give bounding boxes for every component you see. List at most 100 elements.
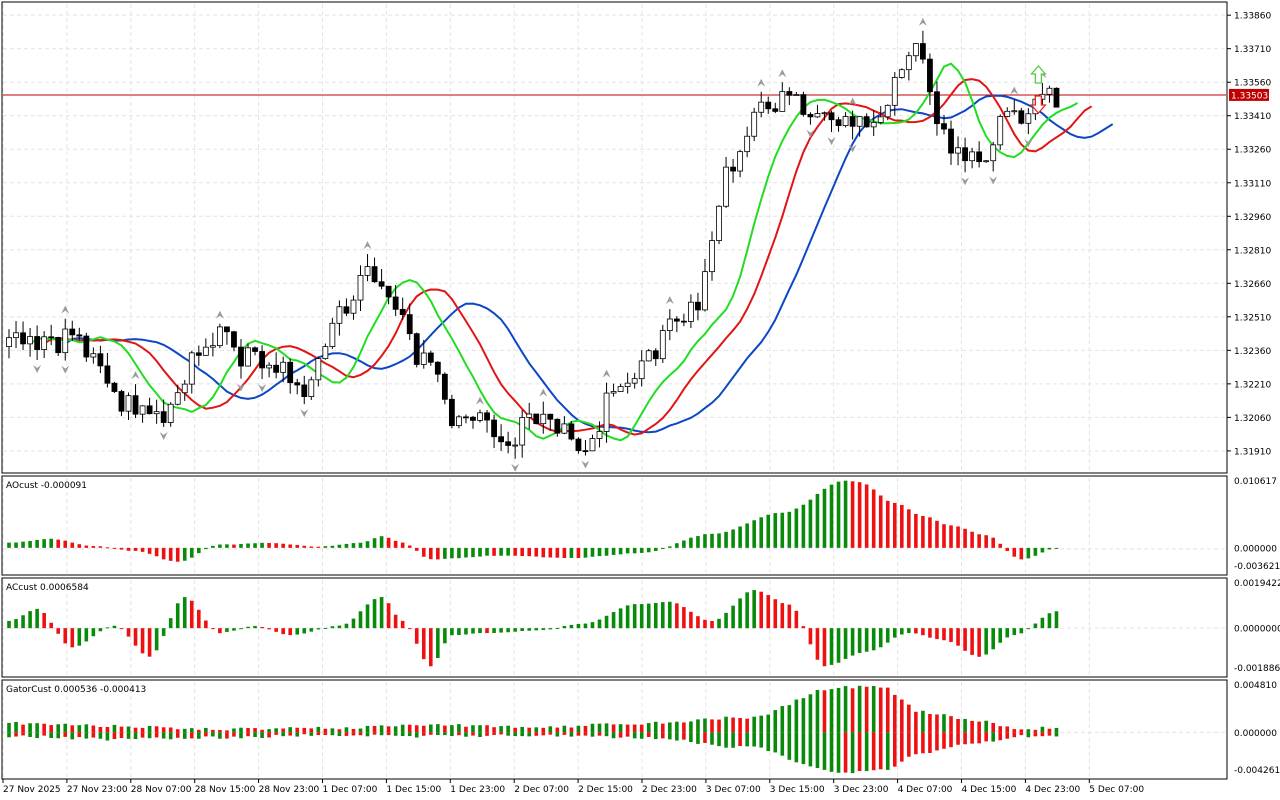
candle-body (90, 353, 97, 358)
fractal-down-icon (511, 463, 520, 472)
gator-upper-bar (344, 727, 349, 733)
ac-bar (597, 619, 602, 629)
gator-lower-bar (443, 732, 447, 736)
time-tick-label: 27 Nov 2025 (3, 785, 61, 795)
gator-lower-bar (232, 732, 236, 737)
ao-bar (675, 543, 679, 548)
gator-lower-bar (703, 732, 707, 743)
ac-bar (14, 619, 18, 629)
gator-lower-bar (211, 732, 215, 737)
candle-body (336, 306, 343, 324)
gator-lower-bar (436, 732, 440, 736)
gator-upper-bar (91, 725, 96, 733)
candle-body (695, 301, 701, 311)
ao-bar (611, 547, 616, 555)
ac-bar (344, 623, 349, 629)
gator-lower-bar (639, 732, 644, 739)
candle-body (231, 331, 237, 348)
gator-lower-bar (787, 732, 792, 760)
candle-body (709, 240, 715, 273)
gator-upper-bar (42, 723, 46, 733)
ac-bar (274, 628, 278, 632)
price-tick-label: 1.32660 (1234, 280, 1271, 290)
ao-bar (443, 547, 447, 559)
gator-upper-bar (281, 728, 285, 733)
time-tick-label: 4 Dec 15:00 (962, 785, 1017, 795)
indicator-tick-label: -0.0018869 (1234, 664, 1280, 674)
candle-body (624, 382, 631, 387)
time-tick-label: 3 Dec 07:00 (706, 785, 761, 795)
gator-upper-bar (147, 725, 152, 733)
gator-upper-bar (808, 694, 813, 733)
ac-bar (464, 628, 468, 635)
gator-upper-bar (232, 728, 236, 733)
ao-bar (857, 482, 862, 548)
gator-lower-bar (668, 732, 672, 740)
ac-bar (365, 604, 370, 629)
ac-bar (1019, 628, 1024, 634)
candle-body (814, 113, 821, 118)
ac-bar (914, 628, 918, 634)
candle-body (680, 320, 687, 323)
ao-bar (942, 524, 946, 548)
ac-bar (471, 628, 475, 634)
ac-bar (91, 628, 96, 637)
gator-lower-bar (752, 732, 756, 747)
ao-bar (766, 514, 771, 548)
ac-bar (794, 610, 799, 629)
gator-upper-bar (429, 724, 433, 733)
candle-body (997, 116, 1004, 146)
ac-bar (675, 603, 679, 629)
candle-body (350, 299, 357, 314)
candle-body (561, 423, 568, 434)
ao-bar (351, 543, 356, 548)
gator-lower-bar (738, 732, 742, 747)
ac-bar (246, 626, 250, 629)
ac-bar (611, 612, 616, 629)
gator-upper-bar (175, 729, 180, 733)
gator-lower-bar (337, 732, 342, 737)
ao-bar (871, 489, 876, 548)
gator-lower-bar (513, 732, 517, 737)
gator-lower-bar (942, 732, 946, 749)
ac-bar (211, 628, 215, 630)
ao-bar (682, 540, 686, 548)
indicator-tick-label: 0.0000000 (1234, 625, 1280, 635)
candle-body (385, 285, 392, 298)
candle-body (315, 358, 322, 381)
candlesticks[interactable] (6, 30, 1060, 459)
gator-upper-bar (773, 710, 778, 733)
price-tick-label: 1.31910 (1234, 447, 1271, 457)
ao-bar (885, 500, 890, 548)
ao-bar (253, 543, 257, 548)
gator-lower-bar (358, 732, 363, 736)
ao-bar (780, 512, 785, 548)
gator-lower-bar (119, 732, 124, 739)
gator-upper-bar (337, 729, 342, 733)
grid (2, 4, 1226, 777)
price-tick-label: 1.33710 (1234, 45, 1271, 55)
current-price-tag: 1.33503 (1231, 91, 1268, 101)
fractal-down-icon (258, 384, 267, 393)
ao-bar (1012, 547, 1017, 557)
candle-body (470, 416, 476, 421)
ac-bar (703, 619, 707, 629)
gator-lower-bar (569, 732, 574, 737)
indicator-tick-label: 0.0019422 (1234, 579, 1280, 589)
ao-bar (576, 547, 581, 559)
gator-upper-bar (365, 725, 370, 733)
gator-upper-bar (541, 727, 546, 733)
gator-upper-bar (949, 716, 953, 733)
gator-upper-bar (625, 724, 630, 733)
ac-bar (864, 628, 869, 652)
ao-bar (126, 547, 131, 551)
candle-body (153, 411, 160, 415)
fractal-down-icon (581, 460, 590, 469)
gator-lower-bar (928, 732, 932, 754)
gator-upper-bar (583, 725, 588, 733)
ao-bar (239, 544, 243, 548)
gator-upper-bar (28, 723, 32, 733)
ac-bar (956, 628, 960, 646)
candle-body (751, 111, 758, 137)
